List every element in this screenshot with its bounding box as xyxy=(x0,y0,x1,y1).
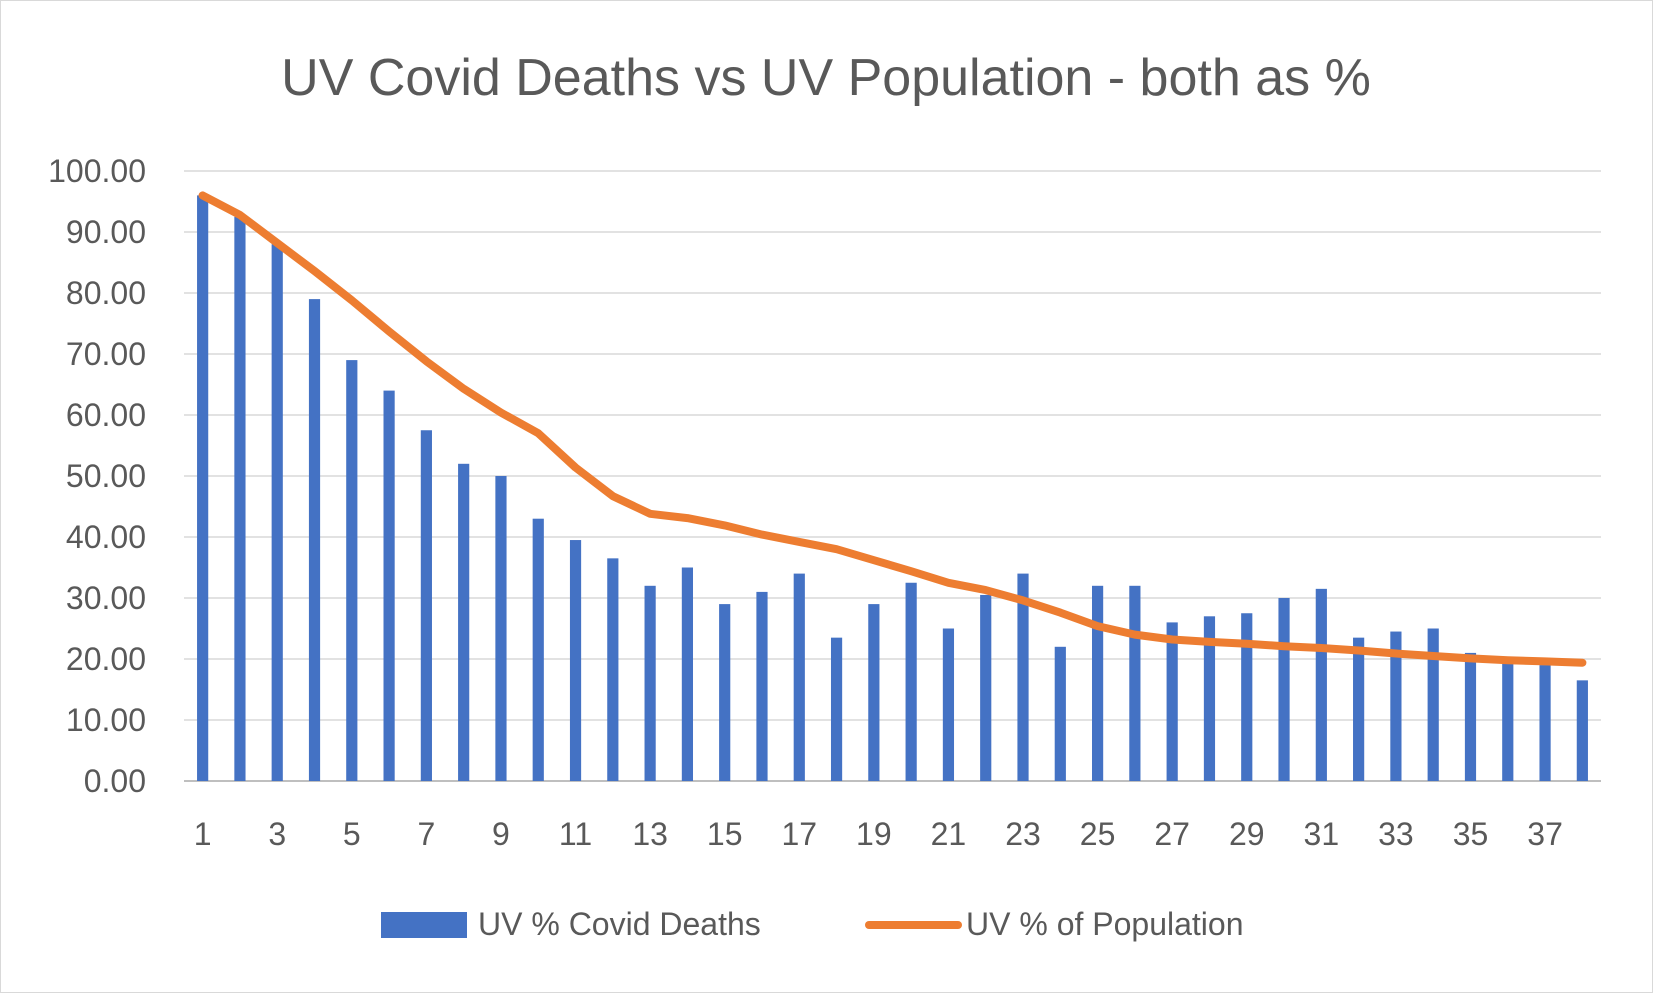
y-tick-label: 40.00 xyxy=(66,519,146,555)
x-tick-label: 17 xyxy=(781,816,817,852)
bar xyxy=(1091,585,1104,781)
line-series-population xyxy=(198,191,1587,667)
x-tick-label: 29 xyxy=(1229,816,1265,852)
bar xyxy=(234,216,246,781)
bar xyxy=(1353,637,1365,781)
y-tick-label: 20.00 xyxy=(66,641,146,677)
bar xyxy=(868,604,880,781)
bar xyxy=(1278,598,1290,781)
x-tick-label: 1 xyxy=(194,816,212,852)
bar xyxy=(1576,680,1588,781)
x-tick-label: 11 xyxy=(559,816,592,852)
bar xyxy=(793,573,805,781)
bar xyxy=(1390,631,1402,781)
x-tick-label: 3 xyxy=(268,816,286,852)
x-tick-label: 25 xyxy=(1080,816,1116,852)
bar xyxy=(756,591,768,781)
x-tick-label: 15 xyxy=(707,816,743,852)
y-tick-label: 100.00 xyxy=(48,153,146,189)
bar xyxy=(1017,573,1029,781)
chart-title: UV Covid Deaths vs UV Population - both … xyxy=(281,49,1371,107)
series-line xyxy=(198,191,1587,667)
bar xyxy=(1539,665,1551,781)
x-tick-label: 7 xyxy=(417,816,435,852)
legend-label-covid-deaths: UV % Covid Deaths xyxy=(478,906,761,942)
bar xyxy=(644,585,656,781)
bar xyxy=(942,628,955,781)
x-tick-label: 27 xyxy=(1154,816,1190,852)
bar xyxy=(1241,613,1253,781)
bar xyxy=(1427,628,1439,781)
y-tick-label: 0.00 xyxy=(84,763,146,799)
bar xyxy=(346,360,358,781)
x-tick-label: 9 xyxy=(492,816,510,852)
gridlines xyxy=(184,170,1601,782)
x-tick-label: 37 xyxy=(1527,816,1563,852)
bar xyxy=(1054,646,1066,781)
bar xyxy=(1203,616,1216,781)
y-tick-label: 30.00 xyxy=(66,580,146,616)
bar xyxy=(569,540,582,781)
bar xyxy=(905,582,917,781)
bar xyxy=(1464,652,1477,781)
bar xyxy=(308,299,321,781)
x-tick-label: 13 xyxy=(632,816,668,852)
legend: UV % Covid Deaths UV % of Population xyxy=(381,906,1244,942)
y-tick-label: 10.00 xyxy=(66,702,146,738)
x-tick-label: 19 xyxy=(856,816,892,852)
y-axis-tick-labels: 0.00 10.00 20.00 30.00 40.00 50.00 60.00 70.00 8… xyxy=(48,153,146,799)
bar xyxy=(458,463,470,781)
y-tick-label: 90.00 xyxy=(66,214,146,250)
bar xyxy=(420,430,432,781)
bar xyxy=(681,567,694,781)
y-tick-label: 50.00 xyxy=(66,458,146,494)
bar xyxy=(383,390,395,781)
bar xyxy=(1502,659,1514,781)
x-tick-label: 23 xyxy=(1005,816,1041,852)
bar xyxy=(271,244,283,781)
legend-swatch-covid-deaths xyxy=(381,912,467,938)
bar xyxy=(197,195,209,781)
bar xyxy=(607,558,619,781)
bar xyxy=(1129,585,1141,781)
bar xyxy=(1315,588,1327,781)
legend-label-population: UV % of Population xyxy=(966,906,1244,942)
x-axis-tick-labels: 1 3 5 7 9 11 13 15 17 19 21 23 25 27 29 31 33 35 37 xyxy=(194,816,1563,852)
bar xyxy=(719,604,731,781)
bar xyxy=(830,637,843,781)
bar xyxy=(495,476,507,781)
y-tick-label: 80.00 xyxy=(66,275,146,311)
bar-series-covid-deaths xyxy=(197,195,1588,781)
y-tick-label: 70.00 xyxy=(66,336,146,372)
x-tick-label: 21 xyxy=(931,816,967,852)
y-tick-label: 60.00 xyxy=(66,397,146,433)
bar xyxy=(1166,622,1178,781)
bar xyxy=(980,594,992,781)
x-tick-label: 35 xyxy=(1453,816,1489,852)
bar xyxy=(532,518,544,781)
x-tick-label: 31 xyxy=(1304,816,1340,852)
x-tick-label: 5 xyxy=(343,816,361,852)
x-tick-label: 33 xyxy=(1378,816,1414,852)
